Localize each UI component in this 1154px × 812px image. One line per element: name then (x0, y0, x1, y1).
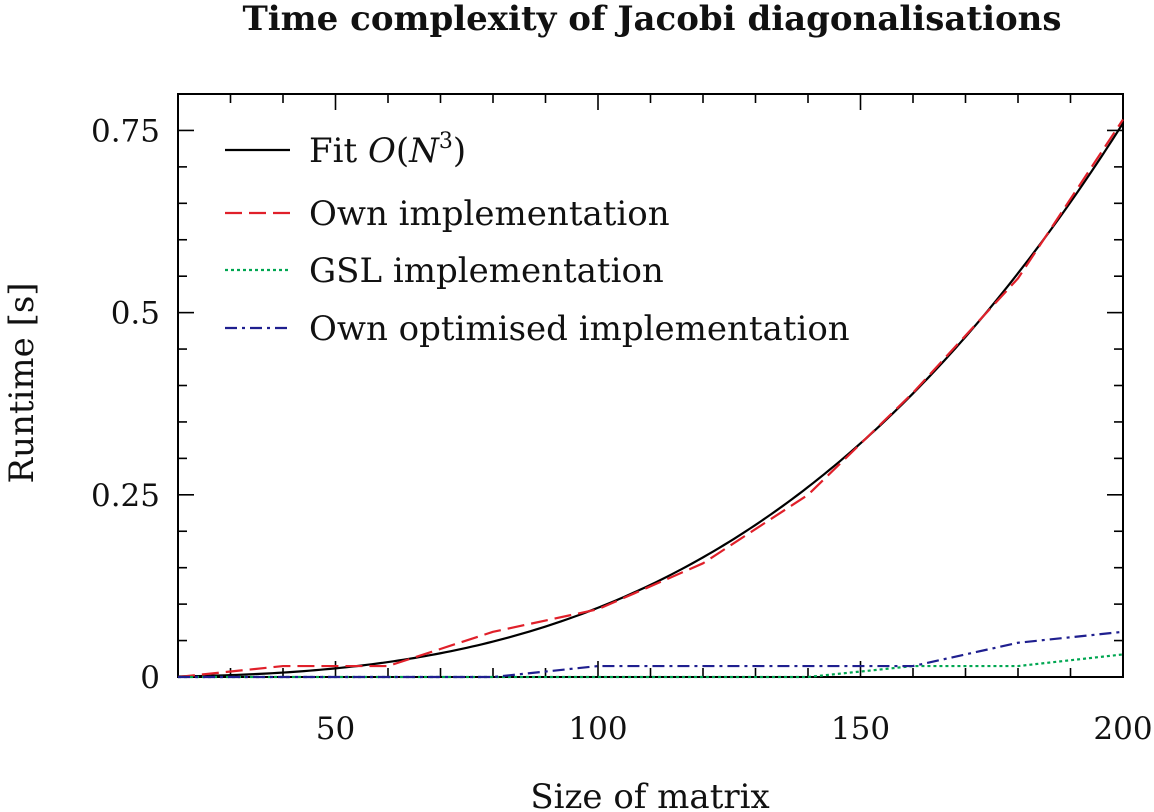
y-tick-label: 0.5 (111, 296, 160, 332)
series-line-3 (178, 630, 1124, 679)
legend-label-optimised: Own optimised implementation (309, 309, 850, 349)
chart-title: Time complexity of Jacobi diagonalisatio… (242, 0, 1061, 39)
legend-fit-paren: ( (396, 131, 409, 171)
plot-area (177, 93, 1124, 679)
y-axis-label: Runtime [s] (2, 282, 42, 483)
x-tick-label: 200 (1093, 711, 1152, 747)
legend-fit-text: Fit (309, 131, 368, 171)
series-line-1 (177, 118, 1124, 679)
plot-frame (177, 93, 1124, 678)
series-layer (177, 118, 1124, 679)
legend-label-fit: Fit O(N3) (309, 129, 466, 171)
legend: Fit O(N3) Own implementation GSL impleme… (225, 129, 850, 349)
y-tick-label: 0.25 (91, 478, 160, 514)
x-tick-label: 150 (831, 711, 890, 747)
axis-ticks (177, 93, 1124, 678)
x-axis-label: Size of matrix (530, 777, 769, 812)
y-tick-labels: 0 0.25 0.5 0.75 (91, 113, 160, 696)
legend-label-gsl: GSL implementation (309, 251, 664, 291)
y-tick-label: 0 (140, 660, 160, 696)
legend-fit-n: N (408, 131, 440, 171)
x-tick-label: 100 (568, 711, 627, 747)
legend-fit-close: ) (453, 131, 466, 171)
legend-label-own: Own implementation (309, 194, 670, 234)
x-tick-labels: 50 100 150 200 (316, 711, 1153, 747)
y-tick-label: 0.75 (91, 113, 160, 149)
x-tick-label: 50 (316, 711, 355, 747)
legend-fit-sup: 3 (439, 129, 453, 154)
legend-fit-math: O (368, 131, 396, 171)
